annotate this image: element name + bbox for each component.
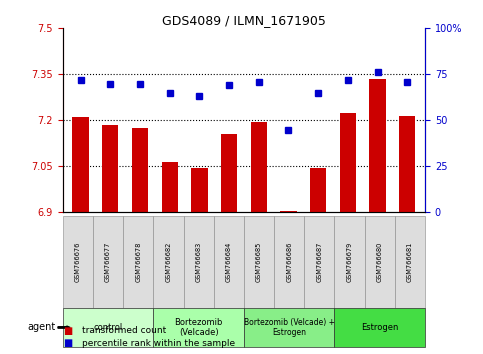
Text: transformed count: transformed count (82, 326, 166, 336)
Text: GSM766677: GSM766677 (105, 242, 111, 282)
Text: GSM766686: GSM766686 (286, 242, 292, 282)
Text: control: control (93, 323, 123, 332)
Bar (340, 113, 356, 212)
Bar (102, 125, 118, 212)
Text: GSM766682: GSM766682 (166, 242, 171, 282)
Text: agent: agent (28, 322, 56, 332)
Text: Estrogen: Estrogen (361, 323, 398, 332)
Text: GSM766676: GSM766676 (75, 242, 81, 282)
Bar (161, 162, 178, 212)
Text: ■: ■ (63, 338, 72, 348)
Bar (310, 168, 327, 212)
Text: GSM766683: GSM766683 (196, 242, 201, 282)
Text: Bortezomib (Velcade) +
Estrogen: Bortezomib (Velcade) + Estrogen (244, 318, 335, 337)
Title: GDS4089 / ILMN_1671905: GDS4089 / ILMN_1671905 (162, 14, 326, 27)
Bar (369, 79, 386, 212)
Text: GSM766687: GSM766687 (316, 242, 322, 282)
Bar (72, 117, 89, 212)
Bar (251, 122, 267, 212)
Bar (280, 211, 297, 212)
Bar (191, 168, 208, 212)
Bar (221, 134, 237, 212)
Text: GSM766681: GSM766681 (407, 242, 413, 282)
Text: GSM766678: GSM766678 (135, 242, 141, 282)
Text: GSM766679: GSM766679 (347, 242, 353, 282)
Bar (132, 128, 148, 212)
Text: GSM766684: GSM766684 (226, 242, 232, 282)
Text: GSM766680: GSM766680 (377, 242, 383, 282)
Text: Bortezomib
(Velcade): Bortezomib (Velcade) (174, 318, 223, 337)
Text: GSM766685: GSM766685 (256, 242, 262, 282)
Text: ■: ■ (63, 326, 72, 336)
Bar (399, 116, 415, 212)
Text: percentile rank within the sample: percentile rank within the sample (82, 339, 235, 348)
